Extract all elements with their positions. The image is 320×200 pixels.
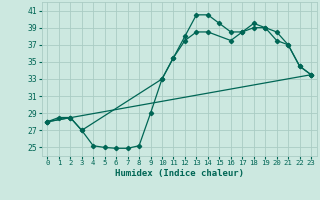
X-axis label: Humidex (Indice chaleur): Humidex (Indice chaleur) bbox=[115, 169, 244, 178]
